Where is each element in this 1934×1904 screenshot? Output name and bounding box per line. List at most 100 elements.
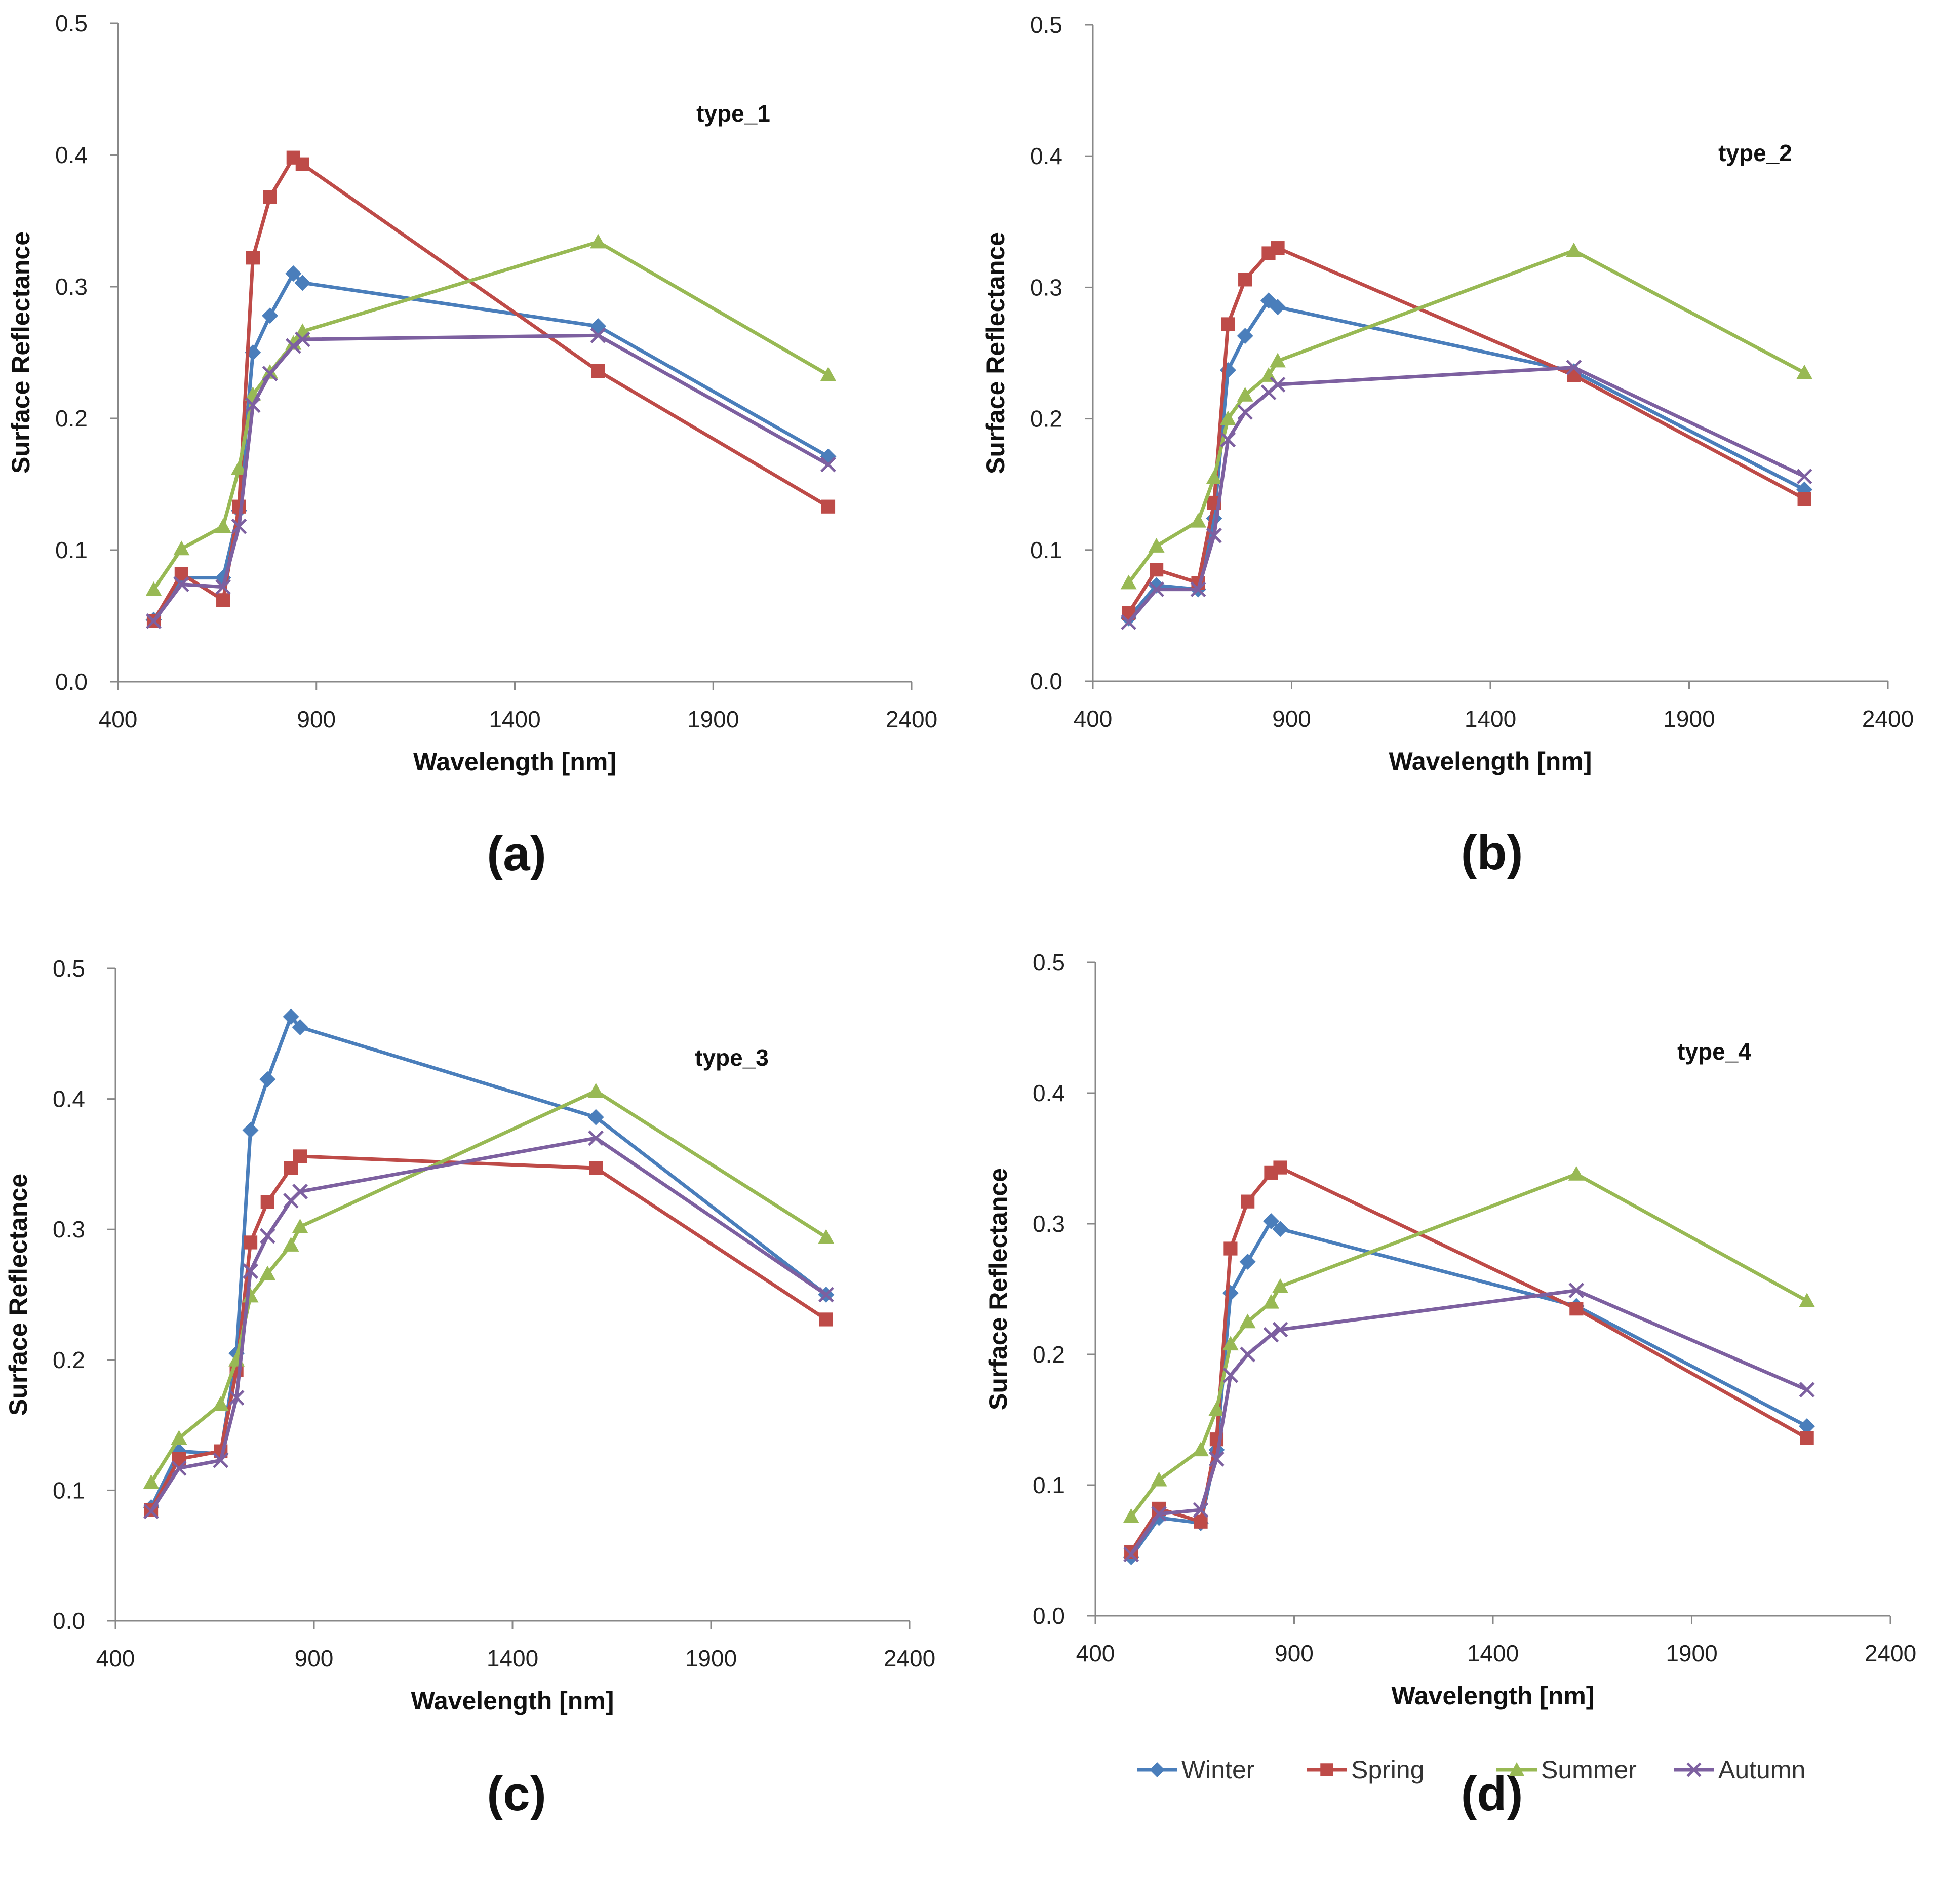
data-point-winter — [590, 318, 607, 334]
data-point-spring — [1797, 492, 1811, 506]
data-point-autumn — [1270, 376, 1286, 393]
data-point-autumn — [228, 1390, 245, 1406]
data-point-autumn — [1222, 1367, 1239, 1383]
data-point-spring — [819, 1312, 833, 1327]
legend-item-winter: Winter — [1137, 1756, 1254, 1784]
data-point-autumn — [820, 456, 836, 473]
data-point-summer — [173, 540, 190, 556]
data-point-autumn — [1121, 614, 1137, 630]
data-point-summer — [1262, 1294, 1279, 1309]
y-tick-label: 0.1 — [55, 537, 88, 563]
x-tick-label: 2400 — [886, 706, 937, 732]
data-point-autumn — [1240, 1346, 1256, 1363]
data-point-summer — [1193, 1442, 1209, 1457]
data-point-summer — [1568, 1165, 1585, 1181]
y-tick-label: 0.5 — [1030, 12, 1062, 38]
y-axis-title: Surface Reflectance — [4, 1174, 32, 1416]
y-tick-label: 0.2 — [1033, 1341, 1065, 1368]
data-point-spring — [589, 1161, 603, 1175]
legend-label: Summer — [1541, 1756, 1637, 1784]
data-point-autumn — [245, 397, 261, 413]
x-tick-label: 1400 — [1465, 706, 1516, 732]
data-point-autumn — [292, 1184, 308, 1199]
x-tick-label: 400 — [99, 706, 138, 732]
y-tick-label: 0.0 — [53, 1608, 85, 1634]
data-point-winter — [1272, 1221, 1289, 1237]
data-point-summer — [283, 1237, 299, 1252]
data-point-spring — [295, 157, 309, 171]
legend-label: Autumn — [1718, 1756, 1805, 1784]
data-point-winter — [262, 307, 279, 324]
data-point-spring — [243, 1235, 258, 1250]
data-point-summer — [1151, 1471, 1167, 1487]
data-point-summer — [1208, 1401, 1225, 1416]
y-tick-label: 0.5 — [53, 955, 85, 982]
x-tick-label: 400 — [1074, 706, 1113, 732]
data-point-summer — [215, 518, 231, 533]
data-point-winter — [294, 275, 311, 291]
y-tick-label: 0.0 — [1033, 1603, 1065, 1629]
y-tick-label: 0.1 — [1030, 537, 1062, 563]
data-point-spring — [1800, 1431, 1814, 1445]
data-point-autumn — [1263, 1327, 1279, 1343]
data-point-summer — [1190, 513, 1207, 528]
data-point-summer — [1206, 470, 1222, 485]
data-point-spring — [1241, 1194, 1255, 1209]
data-point-autumn — [1220, 432, 1236, 448]
chart-panel-4: 0.0 0.1 0.2 0.3 0.4 0.5 400 900 1400 1900 2400 Wave… — [984, 949, 1916, 1710]
data-point-summer — [171, 1430, 187, 1445]
data-point-summer — [1219, 410, 1236, 425]
y-tick-label: 0.3 — [1033, 1211, 1065, 1237]
data-point-summer — [818, 1229, 835, 1244]
data-point-autumn — [294, 331, 310, 347]
data-point-autumn — [262, 366, 278, 381]
data-point-spring — [216, 593, 230, 607]
y-tick-label: 0.3 — [1030, 274, 1062, 300]
data-point-spring — [1194, 1514, 1208, 1529]
data-point-winter — [1222, 1285, 1239, 1301]
chart-panels: 0.0 0.1 0.2 0.3 0.4 0.5 400 900 1400 1900 2400 Wave… — [4, 10, 1916, 1821]
legend-label: Spring — [1351, 1756, 1425, 1784]
legend-marker — [1509, 1762, 1524, 1776]
legend: Winter Spring Summer Autumn — [1137, 1756, 1805, 1784]
data-point-summer — [145, 581, 162, 596]
data-point-autumn — [259, 1228, 275, 1244]
y-tick-label: 0.3 — [53, 1216, 85, 1242]
chart-annotation: type_3 — [695, 1044, 769, 1071]
data-point-summer — [143, 1474, 160, 1489]
data-point-summer — [1120, 574, 1137, 590]
y-tick-label: 0.1 — [53, 1477, 85, 1503]
data-point-summer — [212, 1396, 229, 1411]
x-tick-label: 900 — [1275, 1640, 1314, 1666]
y-tick-label: 0.1 — [1033, 1472, 1065, 1498]
data-point-winter — [242, 1122, 259, 1139]
data-point-autumn — [143, 1503, 159, 1519]
y-tick-label: 0.0 — [55, 669, 88, 695]
series-line-winter — [149, 1015, 827, 1508]
data-point-summer — [1148, 538, 1165, 553]
data-point-spring — [591, 364, 605, 378]
data-point-summer — [1239, 1313, 1256, 1329]
data-point-summer — [1796, 364, 1813, 379]
data-point-autumn — [1566, 360, 1582, 375]
series-spring — [1122, 241, 1811, 620]
data-point-autumn — [243, 1263, 258, 1279]
data-point-spring — [1569, 1302, 1584, 1316]
y-tick-label: 0.4 — [55, 142, 88, 168]
y-axis-title: Surface Reflectance — [7, 231, 35, 474]
x-tick-label: 1900 — [1666, 1640, 1717, 1666]
data-point-autumn — [1149, 581, 1164, 597]
data-point-autumn — [146, 613, 162, 629]
data-point-summer — [1123, 1508, 1139, 1523]
y-tick-label: 0.5 — [1033, 949, 1065, 976]
data-point-autumn — [173, 576, 189, 592]
series-line-autumn — [1127, 366, 1805, 624]
y-axis-title: Surface Reflectance — [984, 1168, 1012, 1410]
data-point-summer — [1272, 1278, 1289, 1293]
y-tick-label: 0.0 — [1030, 668, 1062, 694]
data-point-autumn — [213, 1452, 229, 1468]
chart-panel-3: 0.0 0.1 0.2 0.3 0.4 0.5 400 900 1400 1900 2400 Wave… — [4, 955, 935, 1715]
series-summer — [143, 1083, 835, 1489]
series-line-autumn — [149, 1136, 827, 1512]
y-tick-label: 0.2 — [1030, 406, 1062, 432]
